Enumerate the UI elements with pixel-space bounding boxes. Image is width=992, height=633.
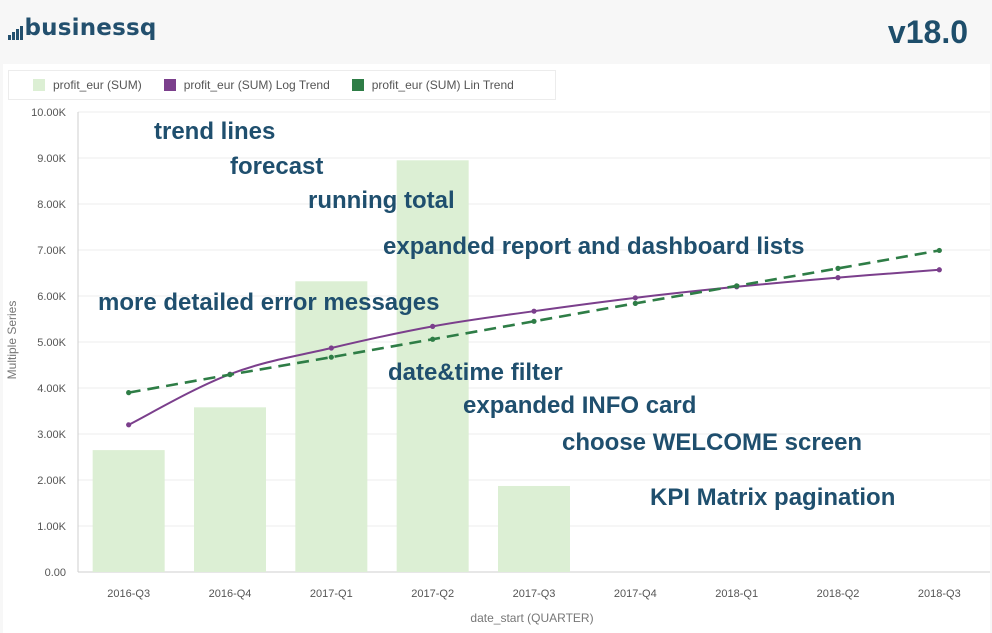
y-tick-label: 5.00K bbox=[37, 337, 66, 349]
lin-trend-line-point bbox=[632, 300, 638, 306]
lin-trend-line-point bbox=[835, 265, 841, 271]
annotation-expanded-lists: expanded report and dashboard lists bbox=[383, 233, 805, 260]
logo-bars-icon bbox=[8, 24, 23, 40]
log-trend-line-point bbox=[632, 295, 638, 301]
lin-trend-line-point bbox=[936, 247, 942, 254]
lin-trend-line bbox=[128, 249, 940, 394]
x-tick-label: 2017-Q2 bbox=[411, 588, 454, 600]
logo-text: businessq bbox=[24, 15, 157, 41]
x-tick-label: 2018-Q2 bbox=[817, 588, 860, 600]
y-tick-label: 2.00K bbox=[37, 475, 66, 487]
bar bbox=[396, 160, 469, 573]
log-trend-line-point bbox=[126, 422, 132, 428]
legend-item-lin-trend[interactable]: profit_eur (SUM) Lin Trend bbox=[351, 78, 514, 92]
bar bbox=[498, 485, 570, 572]
x-tick-label: 2017-Q4 bbox=[614, 588, 657, 600]
lin-trend-line-point bbox=[328, 354, 334, 360]
legend-item-bars[interactable]: profit_eur (SUM) bbox=[33, 78, 142, 92]
legend-label-log-trend: profit_eur (SUM) Log Trend bbox=[183, 78, 330, 92]
y-tick-label: 4.00K bbox=[37, 383, 66, 395]
log-trend-line-point bbox=[835, 275, 841, 281]
y-tick-label: 1.00K bbox=[37, 521, 66, 533]
lin-trend-line-point bbox=[531, 318, 537, 324]
chart-panel bbox=[3, 64, 990, 633]
x-tick-label: 2018-Q3 bbox=[918, 588, 961, 600]
log-trend-line-point bbox=[328, 345, 334, 351]
annotation-kpi-pagination: KPI Matrix pagination bbox=[650, 484, 896, 511]
legend-label-bars: profit_eur (SUM) bbox=[53, 78, 142, 92]
x-tick-label: 2017-Q1 bbox=[310, 588, 353, 600]
y-tick-label: 6.00K bbox=[37, 291, 66, 303]
x-tick-label: 2016-Q4 bbox=[209, 588, 252, 600]
annotation-forecast: forecast bbox=[230, 153, 324, 180]
y-tick-label: 3.00K bbox=[37, 429, 66, 441]
x-tick-label: 2017-Q3 bbox=[513, 588, 556, 600]
legend-swatch-lin-trend bbox=[351, 79, 364, 91]
annotation-datetime-filter: date&time filter bbox=[388, 359, 563, 386]
lin-trend-line-point bbox=[430, 336, 436, 342]
legend-swatch-bars bbox=[33, 79, 45, 91]
log-trend-line-point bbox=[936, 267, 942, 273]
x-tick-label: 2016-Q3 bbox=[107, 588, 150, 600]
lin-trend-line-point bbox=[126, 390, 132, 396]
legend-label-lin-trend: profit_eur (SUM) Lin Trend bbox=[371, 78, 514, 92]
y-tick-label: 10.00K bbox=[31, 107, 67, 119]
businessq-logo[interactable]: businessq bbox=[8, 16, 157, 40]
annotation-error-messages: more detailed error messages bbox=[98, 289, 440, 316]
y-tick-label: 9.00K bbox=[37, 153, 66, 165]
bar bbox=[92, 450, 165, 572]
chart-legend: profit_eur (SUM) profit_eur (SUM) Log Tr… bbox=[8, 70, 556, 100]
bar bbox=[295, 281, 368, 572]
y-axis-title: Multiple Series bbox=[5, 301, 19, 380]
y-tick-label: 7.00K bbox=[37, 245, 66, 257]
top-bar: businessq v18.0 bbox=[0, 0, 992, 64]
legend-swatch-log-trend bbox=[163, 79, 176, 91]
lin-trend-line-point bbox=[227, 372, 233, 378]
x-tick-label: 2018-Q1 bbox=[715, 588, 758, 600]
annotation-welcome-screen: choose WELCOME screen bbox=[562, 429, 863, 456]
x-axis-title: date_start (QUARTER) bbox=[470, 611, 593, 625]
y-tick-label: 0.00 bbox=[45, 567, 66, 579]
version-label: v18.0 bbox=[887, 14, 968, 50]
annotation-trend-lines: trend lines bbox=[154, 118, 276, 145]
lin-trend-line-point bbox=[734, 283, 740, 289]
annotation-running-total: running total bbox=[308, 187, 455, 214]
legend-item-log-trend[interactable]: profit_eur (SUM) Log Trend bbox=[163, 78, 330, 92]
log-trend-line-point bbox=[430, 323, 436, 329]
log-trend-line-point bbox=[531, 308, 537, 314]
bar bbox=[194, 407, 266, 572]
y-tick-label: 8.00K bbox=[37, 199, 66, 211]
annotation-info-card: expanded INFO card bbox=[463, 392, 697, 419]
